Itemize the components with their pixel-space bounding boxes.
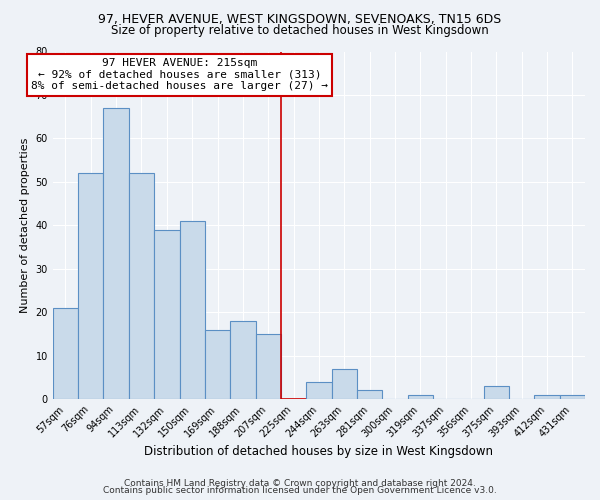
Bar <box>154 230 179 399</box>
Text: 97 HEVER AVENUE: 215sqm
← 92% of detached houses are smaller (313)
8% of semi-de: 97 HEVER AVENUE: 215sqm ← 92% of detache… <box>31 58 328 91</box>
Bar <box>179 221 205 399</box>
Bar <box>332 368 357 399</box>
Bar <box>78 173 103 399</box>
Bar <box>535 394 560 399</box>
Bar <box>484 386 509 399</box>
Text: Contains public sector information licensed under the Open Government Licence v3: Contains public sector information licen… <box>103 486 497 495</box>
Bar <box>53 308 78 399</box>
Y-axis label: Number of detached properties: Number of detached properties <box>20 138 30 313</box>
Bar <box>103 108 129 399</box>
Bar <box>129 173 154 399</box>
Bar <box>357 390 382 399</box>
Bar <box>407 394 433 399</box>
Bar <box>306 382 332 399</box>
Text: Contains HM Land Registry data © Crown copyright and database right 2024.: Contains HM Land Registry data © Crown c… <box>124 478 476 488</box>
Text: 97, HEVER AVENUE, WEST KINGSDOWN, SEVENOAKS, TN15 6DS: 97, HEVER AVENUE, WEST KINGSDOWN, SEVENO… <box>98 12 502 26</box>
Bar <box>230 321 256 399</box>
Bar <box>560 394 585 399</box>
X-axis label: Distribution of detached houses by size in West Kingsdown: Distribution of detached houses by size … <box>145 444 493 458</box>
Bar <box>205 330 230 399</box>
Text: Size of property relative to detached houses in West Kingsdown: Size of property relative to detached ho… <box>111 24 489 37</box>
Bar <box>256 334 281 399</box>
